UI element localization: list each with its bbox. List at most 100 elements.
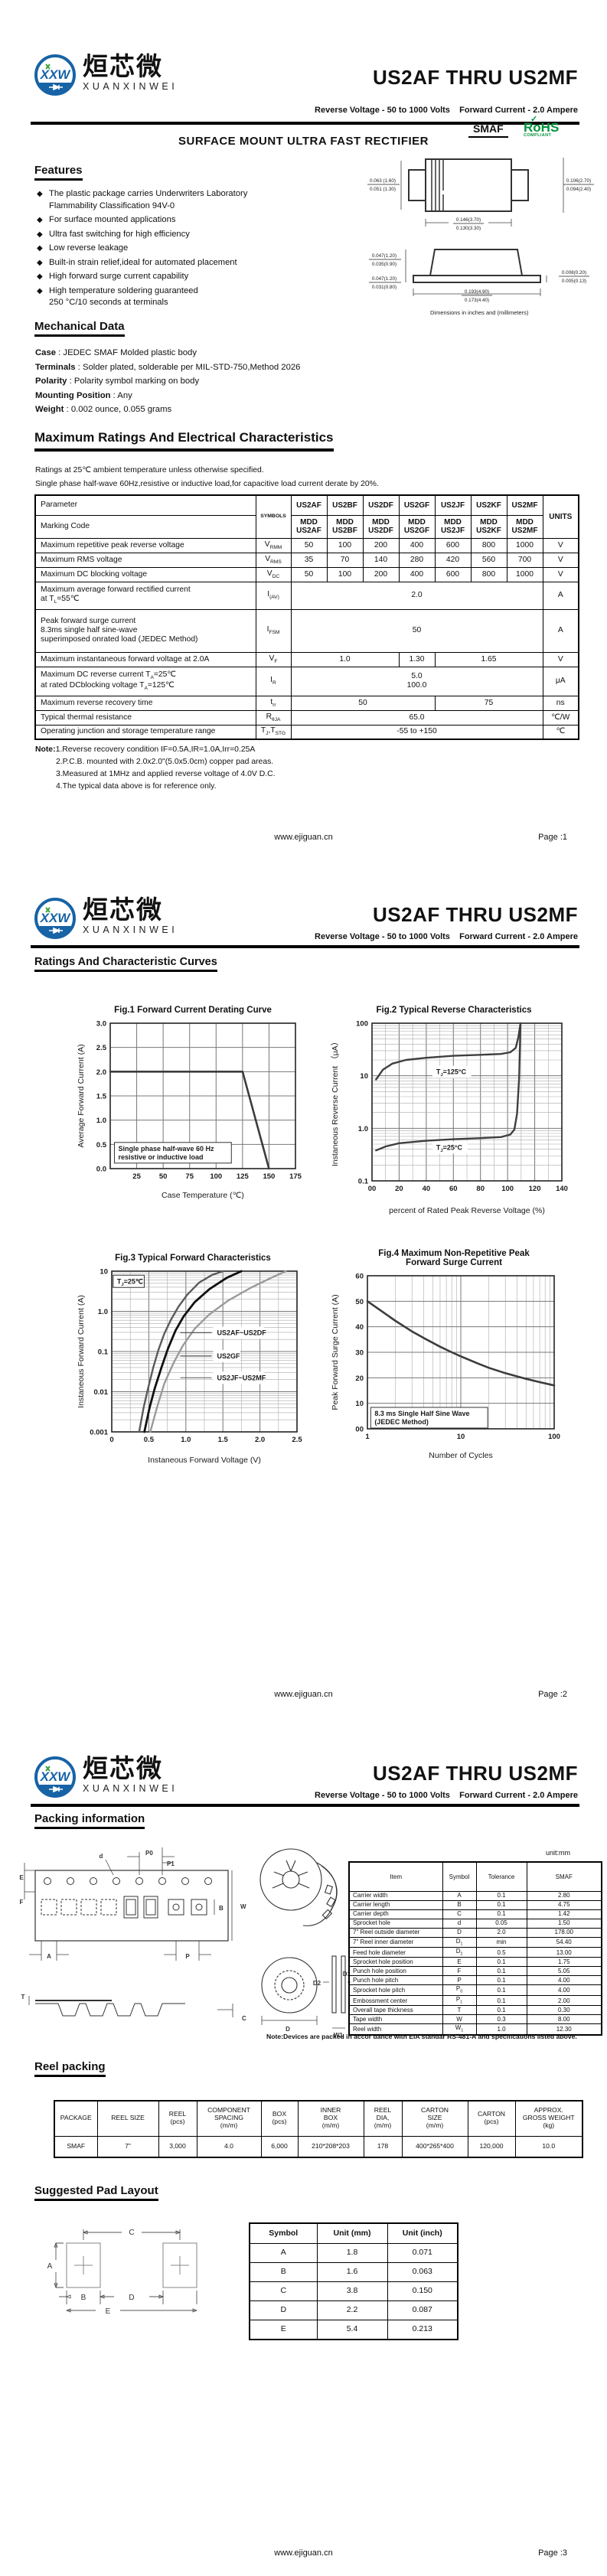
table-cell: D bbox=[249, 2300, 318, 2320]
table-cell: 560 bbox=[470, 552, 507, 568]
table-cell: US2DF bbox=[362, 494, 400, 516]
table-cell: 600 bbox=[434, 566, 472, 582]
svg-text:P0: P0 bbox=[145, 1850, 153, 1857]
table-cell: D bbox=[442, 1927, 477, 1938]
svg-text:100: 100 bbox=[356, 1020, 368, 1029]
svg-text:0.005(0.13): 0.005(0.13) bbox=[562, 279, 586, 284]
header-subtitle: Reverse Voltage - 50 to 1000 Volts Forwa… bbox=[315, 106, 578, 115]
table-cell: ns bbox=[542, 695, 579, 711]
chart-svg: 1 10 100 00 10 20 30 40 50 60 Number of Cycles Peak… bbox=[331, 1273, 560, 1461]
svg-text:Peak Forward Surge Current (A): Peak Forward Surge Current (A) bbox=[331, 1294, 340, 1410]
table-cell: MDD US2DF bbox=[362, 514, 400, 539]
packing-table: Item Symbol Tolerance SMAF Carrier width A 0.1… bbox=[348, 1861, 602, 2036]
svg-text:0.001: 0.001 bbox=[90, 1429, 108, 1437]
footer-page-number: Page :2 bbox=[538, 1690, 567, 1699]
svg-text:0.1: 0.1 bbox=[358, 1178, 369, 1186]
svg-text:50: 50 bbox=[159, 1172, 168, 1181]
table-cell: 0.063 bbox=[387, 2261, 459, 2282]
table-cell: P1 bbox=[442, 1994, 477, 2007]
table-cell: 0.30 bbox=[526, 2005, 602, 2016]
table-cell: T bbox=[442, 2005, 477, 2016]
table-cell: Operating junction and storage temperatu… bbox=[34, 724, 256, 740]
series-US2AF~US2DF bbox=[138, 1270, 224, 1433]
chart-svg: 00 20 40 60 80 100 120 140 0.1 1.0 10 100 percent of… bbox=[331, 1020, 568, 1216]
svg-text:140: 140 bbox=[556, 1185, 568, 1193]
svg-text:C: C bbox=[129, 2229, 134, 2237]
svg-text:T: T bbox=[21, 1994, 25, 2000]
svg-text:(JEDEC Method): (JEDEC Method) bbox=[374, 1418, 429, 1426]
svg-text:XXW: XXW bbox=[40, 1769, 72, 1784]
table-cell: 2.80 bbox=[526, 1890, 602, 1901]
svg-text:0.047(1.20): 0.047(1.20) bbox=[372, 276, 397, 282]
table-cell: V bbox=[542, 566, 579, 582]
svg-text:1.5: 1.5 bbox=[96, 1093, 107, 1101]
svg-text:0.5: 0.5 bbox=[144, 1436, 155, 1444]
pad-layout-drawing: C A B D E bbox=[47, 2229, 198, 2316]
svg-text:TJ=125°C: TJ=125°C bbox=[436, 1068, 467, 1078]
footer-page-number: Page :1 bbox=[538, 833, 567, 842]
pad-layout-heading: Suggested Pad Layout bbox=[34, 2184, 158, 2201]
table-cell: 2.0 bbox=[290, 581, 543, 610]
svg-text:40: 40 bbox=[355, 1323, 364, 1332]
table-cell: Feed hole diameter bbox=[348, 1946, 443, 1958]
table-cell: Punch hole position bbox=[348, 1966, 443, 1977]
table-cell: 0.5 bbox=[475, 1946, 527, 1958]
table-cell: W bbox=[442, 2014, 477, 2025]
table-cell: Tape width bbox=[348, 2014, 443, 2025]
svg-text:resistive or inductive load: resistive or inductive load bbox=[118, 1153, 203, 1161]
reel-packing-table: PACKAGE REEL SIZE REEL (pcs) COMPONENT SPACIN… bbox=[54, 2100, 583, 2158]
table-cell: Parameter bbox=[34, 494, 256, 516]
svg-text:60: 60 bbox=[355, 1273, 364, 1281]
table-cell: 0.1 bbox=[475, 1890, 527, 1901]
brand-logo-icon: XXW bbox=[34, 1756, 76, 1798]
table-cell: 1.0 bbox=[290, 651, 400, 667]
table-cell: 100 bbox=[326, 537, 364, 553]
table-cell: 200 bbox=[362, 566, 400, 582]
table-cell: 0.05 bbox=[475, 1918, 527, 1929]
svg-text:1.0: 1.0 bbox=[98, 1308, 108, 1316]
svg-text:0.008(0.20): 0.008(0.20) bbox=[562, 270, 586, 276]
table-cell: E bbox=[442, 1957, 477, 1968]
svg-text:D: D bbox=[286, 2026, 290, 2033]
svg-text:1.0: 1.0 bbox=[96, 1117, 106, 1125]
table-cell: Maximum DC reverse current TA=25℃ at rate… bbox=[34, 666, 256, 696]
table-cell: 178 bbox=[363, 2135, 403, 2158]
svg-text:Case Temperature (℃): Case Temperature (℃) bbox=[162, 1191, 244, 1200]
table-cell: 200 bbox=[362, 537, 400, 553]
table-cell: Sprocket hole position bbox=[348, 1957, 443, 1968]
table-cell: Maximum reverse recovery time bbox=[34, 695, 256, 711]
table-cell: 0.1 bbox=[475, 1975, 527, 1986]
table-cell: 0.213 bbox=[387, 2319, 459, 2340]
svg-text:0.094(2.40): 0.094(2.40) bbox=[566, 187, 591, 192]
svg-text:10: 10 bbox=[360, 1072, 368, 1081]
svg-text:D: D bbox=[129, 2294, 134, 2302]
table-cell: 400 bbox=[398, 566, 436, 582]
features-heading: Features bbox=[34, 164, 83, 181]
page-1: XXW 烜芯微 XUANXINWEI US2AF THRU US2MF Reve… bbox=[0, 0, 607, 859]
figure-4-title: Fig.4 Maximum Non-Repetitive Peak Forwar… bbox=[378, 1249, 530, 1267]
table-cell: 3,000 bbox=[158, 2135, 197, 2158]
table-cell: Carrier depth bbox=[348, 1909, 443, 1919]
table-cell: Maximum repetitive peak reverse voltage bbox=[34, 537, 256, 553]
table-cell: 50 bbox=[290, 608, 543, 653]
table-cell: 0.1 bbox=[475, 1994, 527, 2007]
table-cell: trr bbox=[255, 695, 292, 711]
svg-text:US2GF: US2GF bbox=[217, 1352, 241, 1360]
table-cell: d bbox=[442, 1918, 477, 1929]
table-cell: Unit (mm) bbox=[316, 2222, 388, 2244]
svg-text:B: B bbox=[81, 2294, 86, 2302]
tape-drawing: E F W B A P P0 P1 d T C bbox=[19, 1847, 246, 2022]
table-cell: 6,000 bbox=[260, 2135, 299, 2158]
footer-website: www.ejiguan.cn bbox=[274, 2548, 333, 2558]
svg-text:D2: D2 bbox=[313, 1980, 321, 1987]
table-cell: μA bbox=[542, 666, 579, 696]
svg-text:75: 75 bbox=[185, 1172, 194, 1181]
table-cell: 280 bbox=[398, 552, 436, 568]
table-cell: A bbox=[542, 608, 579, 653]
table-cell: Symbol bbox=[442, 1861, 477, 1892]
svg-text:0: 0 bbox=[109, 1436, 113, 1444]
brand-name-cn: 烜芯微 bbox=[83, 1753, 163, 1783]
svg-text:50: 50 bbox=[355, 1298, 364, 1306]
svg-text:TJ=25℃: TJ=25℃ bbox=[117, 1277, 143, 1287]
table-cell: 50 bbox=[290, 537, 328, 553]
